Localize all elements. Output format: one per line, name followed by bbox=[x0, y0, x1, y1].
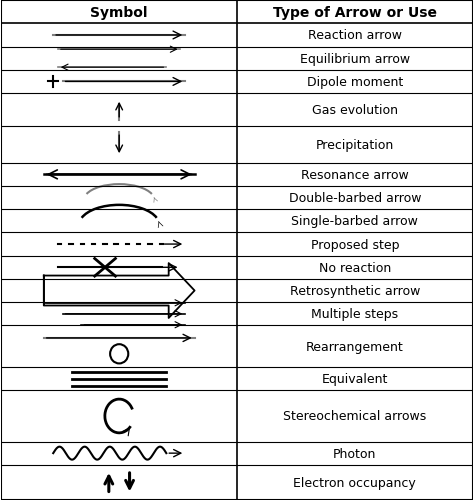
Text: Equivalent: Equivalent bbox=[322, 373, 388, 386]
Text: Symbol: Symbol bbox=[91, 6, 148, 20]
Text: Dipole moment: Dipole moment bbox=[307, 76, 403, 89]
Text: No reaction: No reaction bbox=[319, 261, 391, 274]
Text: Equilibrium arrow: Equilibrium arrow bbox=[300, 53, 410, 66]
Text: Rearrangement: Rearrangement bbox=[306, 340, 404, 353]
Text: Single-barbed arrow: Single-barbed arrow bbox=[292, 215, 418, 228]
Text: Double-barbed arrow: Double-barbed arrow bbox=[289, 192, 421, 205]
Text: Precipitation: Precipitation bbox=[316, 138, 394, 151]
Text: Resonance arrow: Resonance arrow bbox=[301, 168, 409, 181]
Text: Multiple steps: Multiple steps bbox=[311, 308, 398, 321]
Text: Proposed step: Proposed step bbox=[310, 238, 399, 251]
Text: Type of Arrow or Use: Type of Arrow or Use bbox=[273, 6, 437, 20]
Text: Gas evolution: Gas evolution bbox=[312, 104, 398, 117]
Text: Reaction arrow: Reaction arrow bbox=[308, 30, 402, 43]
Text: Retrosynthetic arrow: Retrosynthetic arrow bbox=[290, 285, 420, 298]
Text: Electron occupancy: Electron occupancy bbox=[293, 476, 416, 488]
Text: Photon: Photon bbox=[333, 447, 376, 460]
Text: Stereochemical arrows: Stereochemical arrows bbox=[283, 410, 427, 423]
